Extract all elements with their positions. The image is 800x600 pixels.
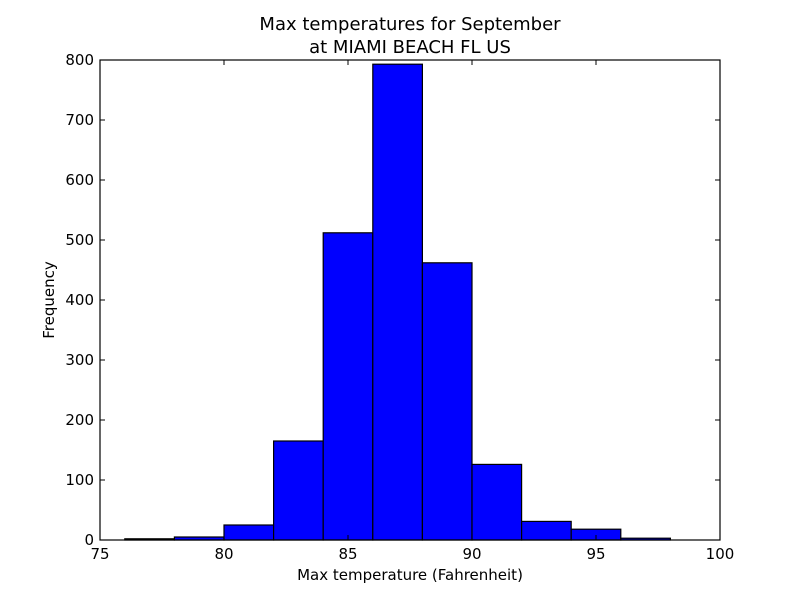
chart-title-line-2: at MIAMI BEACH FL US <box>309 37 511 58</box>
histogram-bar-4 <box>322 232 374 541</box>
y-tick-label-3: 300 <box>65 351 94 369</box>
histogram-bar-8 <box>520 520 572 541</box>
x-tick-label-2: 85 <box>338 545 357 563</box>
x-tick-label-5: 100 <box>706 545 735 563</box>
histogram-bar-5 <box>372 63 423 541</box>
chart-title-line-1: Max temperatures for September <box>259 14 561 35</box>
histogram-bar-2 <box>223 524 275 541</box>
y-axis-label: Frequency <box>40 261 58 339</box>
y-tick-label-5: 500 <box>65 231 94 249</box>
x-axis-label: Max temperature (Fahrenheit) <box>297 566 523 584</box>
y-tick-label-6: 600 <box>65 171 94 189</box>
plot-frame <box>99 59 721 541</box>
bars-group <box>124 63 671 541</box>
x-tick-label-3: 90 <box>462 545 481 563</box>
y-tick-label-7: 700 <box>65 111 94 129</box>
ticks-group: 75 80 85 90 95 100 0 100 200 300 400 500 600 700 800 <box>65 51 734 563</box>
histogram-bar-6 <box>421 262 473 541</box>
x-tick-label-4: 95 <box>586 545 605 563</box>
y-tick-label-2: 200 <box>65 411 94 429</box>
y-tick-label-8: 800 <box>65 51 94 69</box>
histogram-bar-3 <box>273 440 324 541</box>
histogram-bar-7 <box>471 463 523 541</box>
y-tick-label-1: 100 <box>65 471 94 489</box>
x-tick-label-0: 75 <box>90 545 109 563</box>
x-tick-label-1: 80 <box>214 545 233 563</box>
y-tick-label-0: 0 <box>84 531 94 549</box>
y-tick-label-4: 400 <box>65 291 94 309</box>
